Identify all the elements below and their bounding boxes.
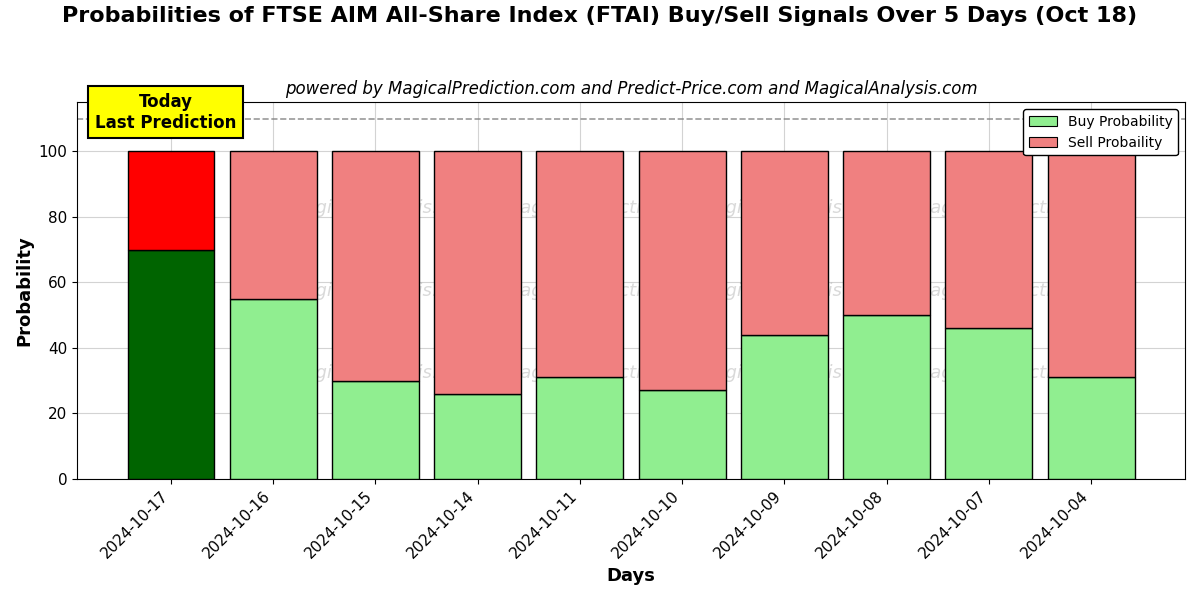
Bar bbox=[638, 151, 726, 391]
X-axis label: Days: Days bbox=[607, 567, 655, 585]
Bar bbox=[844, 151, 930, 315]
Bar bbox=[740, 151, 828, 335]
Title: powered by MagicalPrediction.com and Predict-Price.com and MagicalAnalysis.com: powered by MagicalPrediction.com and Pre… bbox=[284, 80, 977, 98]
Bar bbox=[740, 335, 828, 479]
Bar bbox=[536, 151, 624, 377]
Bar bbox=[946, 328, 1032, 479]
Bar bbox=[434, 394, 521, 479]
Legend: Buy Probability, Sell Probaility: Buy Probability, Sell Probaility bbox=[1024, 109, 1178, 155]
Text: MagicalAnalysis.com     MagicalPrediction.com: MagicalAnalysis.com MagicalPrediction.co… bbox=[698, 281, 1117, 299]
Text: MagicalAnalysis.com     MagicalPrediction.com: MagicalAnalysis.com MagicalPrediction.co… bbox=[289, 199, 708, 217]
Bar bbox=[229, 151, 317, 299]
Bar bbox=[946, 151, 1032, 328]
Bar bbox=[127, 151, 215, 250]
Bar bbox=[229, 299, 317, 479]
Bar bbox=[434, 151, 521, 394]
Bar bbox=[1048, 377, 1135, 479]
Bar bbox=[332, 380, 419, 479]
Text: MagicalAnalysis.com     MagicalPrediction.com: MagicalAnalysis.com MagicalPrediction.co… bbox=[698, 364, 1117, 382]
Bar bbox=[1048, 151, 1135, 377]
Bar bbox=[536, 377, 624, 479]
Bar bbox=[844, 315, 930, 479]
Text: MagicalAnalysis.com     MagicalPrediction.com: MagicalAnalysis.com MagicalPrediction.co… bbox=[289, 364, 708, 382]
Y-axis label: Probability: Probability bbox=[14, 235, 32, 346]
Bar bbox=[127, 250, 215, 479]
Bar bbox=[332, 151, 419, 380]
Bar bbox=[638, 391, 726, 479]
Text: MagicalAnalysis.com     MagicalPrediction.com: MagicalAnalysis.com MagicalPrediction.co… bbox=[289, 281, 708, 299]
Text: MagicalAnalysis.com     MagicalPrediction.com: MagicalAnalysis.com MagicalPrediction.co… bbox=[698, 199, 1117, 217]
Text: Today
Last Prediction: Today Last Prediction bbox=[95, 93, 236, 132]
Text: Probabilities of FTSE AIM All-Share Index (FTAI) Buy/Sell Signals Over 5 Days (O: Probabilities of FTSE AIM All-Share Inde… bbox=[62, 6, 1138, 26]
